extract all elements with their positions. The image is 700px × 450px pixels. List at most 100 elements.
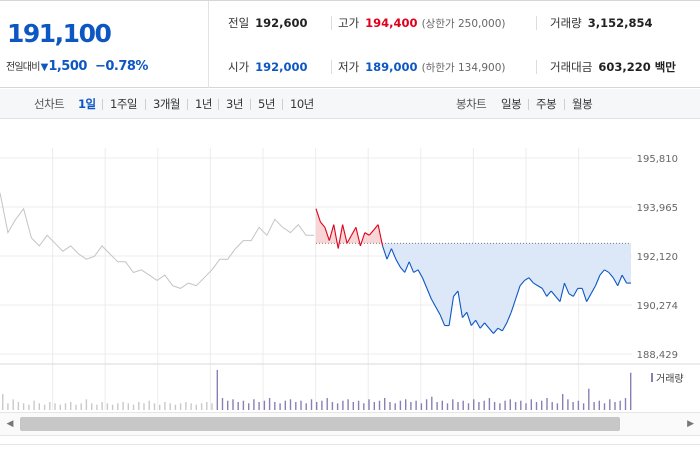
- change-label: 전일대비: [6, 62, 40, 73]
- volume-bar: [274, 402, 276, 410]
- volume-bar: [2, 394, 4, 410]
- volume-bar: [373, 402, 375, 410]
- tab-1-week[interactable]: 1주일: [110, 97, 137, 111]
- tab-10-years[interactable]: 10년: [290, 97, 314, 111]
- volume-bar: [614, 402, 616, 410]
- volume-bar: [452, 399, 454, 410]
- volume-bar: [7, 403, 9, 410]
- tab-1-day[interactable]: 1일: [78, 97, 96, 111]
- volume-bar: [483, 400, 485, 410]
- scroll-left-arrow-icon[interactable]: ◀: [6, 419, 14, 429]
- tab-3-months[interactable]: 3개월: [153, 97, 180, 111]
- price-segment: [599, 269, 605, 276]
- price-segment: [364, 232, 370, 236]
- price-segment: [608, 272, 614, 279]
- price-segment: [604, 269, 610, 273]
- price-segment: [555, 295, 561, 303]
- tab-divider: [282, 99, 283, 110]
- period-tabs: 선차트 1일 1주일 3개월 1년 3년 5년 10년 봉차트 일봉 주봉 월봉: [0, 89, 700, 119]
- open-label: 시가: [228, 60, 250, 74]
- divider: [536, 60, 537, 74]
- tab-3-years[interactable]: 3년: [226, 97, 243, 111]
- price-segment: [315, 208, 321, 223]
- price-segment: [528, 277, 534, 284]
- volume-bar: [457, 402, 459, 410]
- volume-bar: [153, 403, 156, 410]
- volume-bar: [541, 400, 543, 410]
- volume-bar: [342, 400, 344, 410]
- volume-bar: [499, 403, 501, 410]
- day-low: 저가 189,000 (하한가 134,900): [338, 45, 506, 89]
- price-segment: [342, 224, 348, 244]
- volume-bar: [331, 402, 334, 410]
- volume-bar: [603, 403, 606, 410]
- volume-bar: [593, 402, 595, 410]
- volume-label: 거래량: [550, 16, 582, 30]
- volume-bar: [509, 399, 511, 410]
- volume-bar: [378, 400, 381, 410]
- volume-bar: [17, 402, 20, 410]
- y-tick-label: 192,120: [637, 252, 678, 263]
- price-segment: [559, 282, 565, 302]
- volume-legend-marker: [651, 373, 653, 382]
- volume-bar: [289, 399, 292, 410]
- candle-chart-caption: 봉차트: [456, 97, 487, 111]
- intraday-price-chart[interactable]: 195,810 193,965 192,120 190,274 188,429 거래량: [0, 120, 700, 412]
- volume-bar: [190, 403, 192, 410]
- change-line: 전일대비▼1,500 −0.78%: [6, 55, 148, 74]
- bottom-border: [0, 444, 700, 445]
- volume-bar: [530, 399, 532, 410]
- trade-value-label: 거래대금: [550, 60, 593, 74]
- volume-bar: [248, 403, 250, 410]
- change-percent: −0.78%: [94, 59, 149, 74]
- tab-5-years[interactable]: 5년: [258, 97, 275, 111]
- volume-bars: [2, 370, 632, 410]
- scroll-right-arrow-icon[interactable]: ▶: [687, 419, 694, 429]
- tab-daily-candle[interactable]: 일봉: [501, 97, 522, 111]
- tab-divider: [528, 99, 529, 110]
- price-segment: [435, 306, 441, 316]
- tab-monthly-candle[interactable]: 월봉: [572, 97, 593, 111]
- day-high-value: 194,400: [365, 16, 418, 30]
- prev-day-price-line: [0, 192, 314, 289]
- price-segment: [461, 311, 468, 318]
- volume-bar: [159, 404, 161, 410]
- price-segment: [497, 327, 503, 332]
- tab-1-year[interactable]: 1년: [195, 97, 212, 111]
- volume-bar: [588, 388, 590, 410]
- day-high-label: 고가: [338, 16, 360, 30]
- volume-bar: [49, 402, 51, 410]
- volume-bar: [305, 403, 307, 410]
- volume-bar: [253, 399, 255, 410]
- volume: 거래량 3,152,854: [550, 1, 653, 45]
- price-segment: [368, 229, 375, 236]
- volume-bar: [96, 404, 98, 410]
- divider: [331, 60, 332, 74]
- day-high: 고가 194,400 (상한가 250,000): [338, 1, 506, 45]
- volume-bar: [493, 402, 496, 410]
- line-chart-caption: 선차트: [34, 97, 65, 111]
- volume-bar: [38, 403, 40, 410]
- volume-bar: [227, 400, 229, 410]
- price-segment: [377, 224, 384, 247]
- price-segment: [408, 261, 415, 273]
- divider: [331, 16, 332, 30]
- quote-header: 191,100 전일대비▼1,500 −0.78% 전일 192,600 고가 194…: [0, 0, 700, 88]
- price-segment: [568, 293, 574, 297]
- price-segment: [484, 322, 490, 329]
- tab-weekly-candle[interactable]: 주봉: [536, 97, 557, 111]
- volume-bar: [54, 403, 56, 410]
- volume-bar: [446, 403, 449, 410]
- volume-bar: [169, 403, 171, 410]
- price-segment: [453, 290, 459, 297]
- volume-bar: [221, 398, 224, 410]
- volume-bar: [263, 400, 266, 410]
- volume-bar: [436, 402, 438, 410]
- volume-bar: [514, 402, 517, 410]
- volume-legend-label: 거래량: [656, 373, 684, 385]
- y-tick-label: 190,274: [637, 301, 678, 312]
- price-segment: [421, 277, 428, 289]
- scrollbar-thumb[interactable]: [20, 417, 620, 431]
- tab-divider: [145, 99, 146, 110]
- chart-scrollbar[interactable]: ◀ ▶: [0, 412, 700, 436]
